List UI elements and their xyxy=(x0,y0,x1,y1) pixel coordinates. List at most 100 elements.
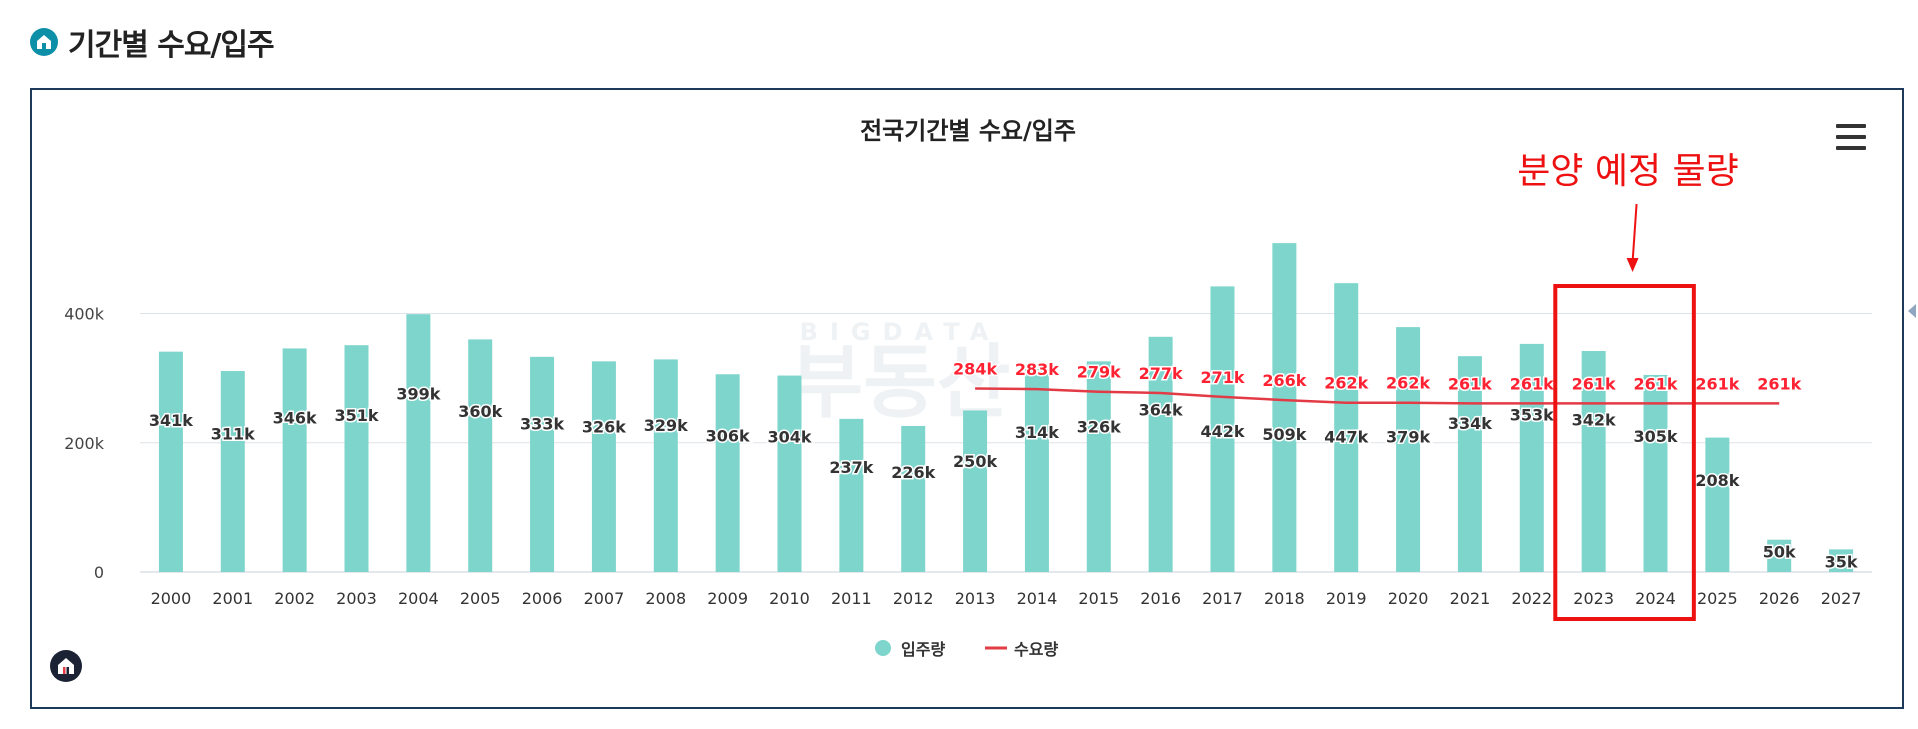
x-tick-label: 2016 xyxy=(1140,589,1181,608)
demand-value-label: 261k xyxy=(1695,374,1739,393)
y-tick-label: 200k xyxy=(64,434,105,453)
bar-value-label: 305k xyxy=(1633,427,1677,446)
demand-value-label: 271k xyxy=(1200,368,1244,387)
x-tick-label: 2006 xyxy=(522,589,563,608)
bar-value-label: 360k xyxy=(458,402,502,421)
bar-value-label: 306k xyxy=(706,427,750,446)
x-tick-label: 2009 xyxy=(707,589,748,608)
demand-value-label: 261k xyxy=(1572,374,1616,393)
x-tick-label: 2013 xyxy=(955,589,996,608)
annotation-layer: 분양 예정 물량 xyxy=(1517,151,1739,621)
bar-value-label: 346k xyxy=(273,409,317,428)
bar[interactable] xyxy=(1581,351,1606,572)
x-tick-label: 2017 xyxy=(1202,589,1243,608)
demand-value-label: 284k xyxy=(953,359,997,378)
bar[interactable] xyxy=(158,351,183,572)
bar-value-label: 399k xyxy=(396,385,440,404)
watermark-small: BIGDATA xyxy=(800,318,1001,346)
x-tick-label: 2018 xyxy=(1264,589,1305,608)
collapse-arrow-icon[interactable] xyxy=(1908,304,1916,318)
x-axis: 2000 2001 2002 2003 2004 2005 2006 2007 2008 2009… xyxy=(151,589,1862,608)
bar[interactable] xyxy=(344,345,369,572)
annotation-arrow-head xyxy=(1626,258,1639,272)
bar-value-label: 351k xyxy=(334,406,378,425)
bar[interactable] xyxy=(963,410,988,572)
demand-value-label: 277k xyxy=(1139,364,1183,383)
bar[interactable] xyxy=(530,356,555,572)
demand-value-label: 266k xyxy=(1262,371,1306,390)
bar[interactable] xyxy=(1457,356,1482,572)
x-tick-label: 2011 xyxy=(831,589,872,608)
bar[interactable] xyxy=(839,418,864,572)
bar-value-label: 509k xyxy=(1262,425,1306,444)
bar[interactable] xyxy=(1334,283,1359,572)
bar[interactable] xyxy=(1272,243,1297,572)
home-icon xyxy=(30,28,58,56)
line-layer xyxy=(975,387,1780,405)
house-logo-icon[interactable] xyxy=(50,650,82,682)
demand-value-label: 279k xyxy=(1077,363,1121,382)
demand-value-label: 262k xyxy=(1386,374,1430,393)
x-tick-label: 2015 xyxy=(1078,589,1119,608)
x-tick-label: 2000 xyxy=(151,589,192,608)
x-tick-label: 2024 xyxy=(1635,589,1676,608)
bar-value-label: 341k xyxy=(149,411,193,430)
bar[interactable] xyxy=(1148,336,1173,572)
home-glyph xyxy=(37,35,51,49)
bar[interactable] xyxy=(1024,369,1049,572)
bar[interactable] xyxy=(282,348,307,572)
bar[interactable] xyxy=(220,371,245,572)
hamburger-menu-icon[interactable] xyxy=(1836,124,1866,150)
legend-bar-label[interactable]: 입주량 xyxy=(901,640,945,659)
bar-value-label: 326k xyxy=(1077,418,1121,437)
bar[interactable] xyxy=(1643,374,1668,572)
demand-value-label: 261k xyxy=(1633,374,1677,393)
bar-layer xyxy=(158,243,1854,572)
x-tick-label: 2004 xyxy=(398,589,439,608)
bar[interactable] xyxy=(1767,539,1792,572)
bar-value-label: 329k xyxy=(644,416,688,435)
x-tick-label: 2020 xyxy=(1388,589,1429,608)
menu-bar xyxy=(1836,124,1866,128)
label-layer: 341k 311k 346k 351k 399k 360k 333k 326k 329k 306k… xyxy=(147,358,1859,573)
bar-value-label: 326k xyxy=(582,418,626,437)
bar-value-label: 237k xyxy=(829,458,873,477)
bar-value-label: 304k xyxy=(767,427,811,446)
demand-value-label: 261k xyxy=(1448,374,1492,393)
bar-value-label: 35k xyxy=(1825,552,1858,571)
legend-bar-marker xyxy=(875,640,891,656)
x-tick-label: 2012 xyxy=(893,589,934,608)
bar-value-label: 442k xyxy=(1200,422,1244,441)
bar-value-label: 342k xyxy=(1572,410,1616,429)
bar-value-label: 353k xyxy=(1510,405,1554,424)
x-tick-label: 2026 xyxy=(1759,589,1800,608)
bar[interactable] xyxy=(1396,327,1421,572)
y-tick-label: 400k xyxy=(64,305,105,324)
bar[interactable] xyxy=(406,314,431,572)
bar[interactable] xyxy=(1829,549,1854,572)
bar[interactable] xyxy=(777,375,802,572)
x-tick-label: 2023 xyxy=(1573,589,1614,608)
bar[interactable] xyxy=(1519,343,1544,572)
legend[interactable]: 입주량 수요량 xyxy=(875,640,1058,659)
bar-value-label: 334k xyxy=(1448,414,1492,433)
annotation-text: 분양 예정 물량 xyxy=(1517,151,1739,192)
x-tick-label: 2003 xyxy=(336,589,377,608)
bar[interactable] xyxy=(1705,437,1730,572)
bar[interactable] xyxy=(1086,361,1111,572)
bar[interactable] xyxy=(1210,286,1235,572)
legend-line-label[interactable]: 수요량 xyxy=(1014,640,1058,659)
x-tick-label: 2025 xyxy=(1697,589,1738,608)
bar[interactable] xyxy=(901,425,926,572)
chart-title: 전국기간별 수요/입주 xyxy=(860,117,1076,145)
x-tick-label: 2010 xyxy=(769,589,810,608)
x-tick-label: 2002 xyxy=(274,589,315,608)
bar[interactable] xyxy=(715,374,740,572)
demand-line[interactable] xyxy=(975,387,1780,405)
bar[interactable] xyxy=(591,361,616,572)
bar-value-label: 314k xyxy=(1015,423,1059,442)
bar[interactable] xyxy=(653,359,678,572)
logo-glyph xyxy=(58,658,74,674)
bar[interactable] xyxy=(468,339,493,572)
bar-value-label: 208k xyxy=(1695,471,1739,490)
